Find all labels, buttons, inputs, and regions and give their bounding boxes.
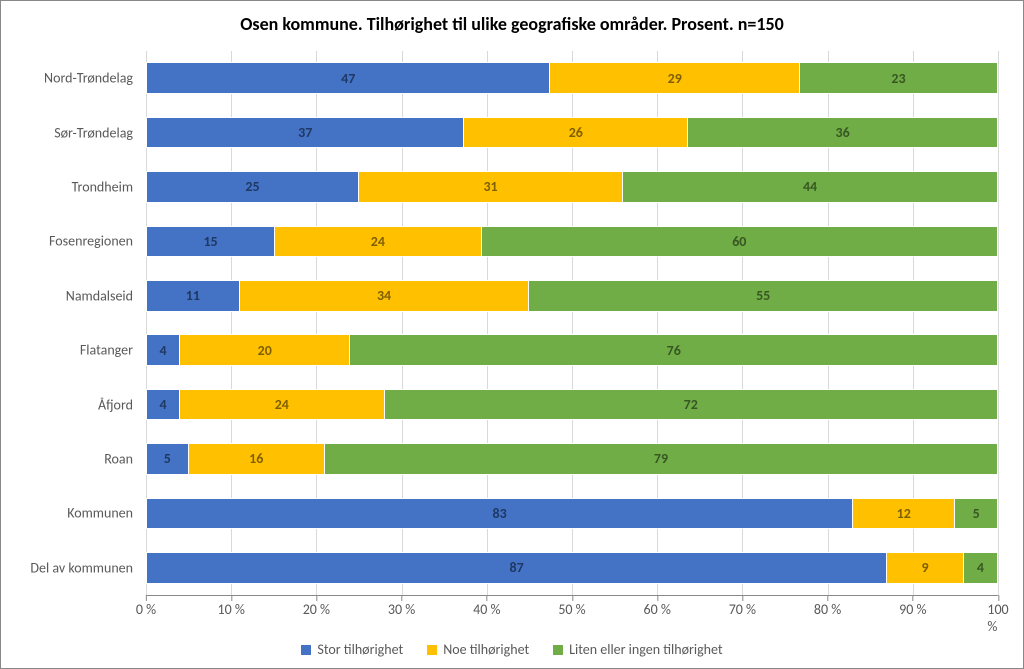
bar-segment: 4 (146, 389, 180, 421)
bar-segment: 15 (146, 226, 275, 258)
bar-segment: 4 (146, 334, 180, 366)
bar-segment: 36 (688, 117, 998, 149)
bar-row: 8794 (146, 552, 998, 584)
bar-segment: 47 (146, 62, 550, 94)
bar-segment: 76 (350, 334, 998, 366)
bar-segment: 12 (853, 498, 955, 530)
legend-swatch (427, 645, 437, 655)
category-label: Flatanger (80, 342, 133, 359)
category-label: Namdalseid (66, 287, 133, 304)
x-tick-label: 0 % (136, 601, 156, 618)
x-tick-label: 100 % (987, 601, 1008, 635)
bar-segment: 23 (800, 62, 998, 94)
x-tick-label: 90 % (899, 601, 926, 618)
bar-row: 472923 (146, 62, 998, 94)
bar-segment: 83 (146, 498, 853, 530)
x-tick-label: 70 % (729, 601, 756, 618)
category-label: Kommunen (67, 505, 133, 522)
bars-layer: 4729233726362531441524601134554207642472… (146, 51, 998, 595)
category-label: Fosenregionen (49, 233, 133, 250)
bar-segment: 72 (385, 389, 998, 421)
bar-segment: 60 (482, 226, 998, 258)
category-label: Del av kommunen (30, 559, 133, 576)
bar-row: 113455 (146, 280, 998, 312)
legend-swatch (553, 645, 563, 655)
legend-item: Stor tilhørighet (301, 641, 403, 658)
bar-row: 253144 (146, 171, 998, 203)
plot-area: 4729233726362531441524601134554207642472… (146, 51, 998, 595)
bar-row: 152460 (146, 226, 998, 258)
bar-segment: 5 (955, 498, 998, 530)
bar-segment: 20 (180, 334, 350, 366)
legend-item: Liten eller ingen tilhørighet (553, 641, 722, 658)
x-axis: 0 %10 %20 %30 %40 %50 %60 %70 %80 %90 %1… (146, 599, 998, 625)
x-tick-label: 80 % (814, 601, 841, 618)
bar-segment: 87 (146, 552, 887, 584)
bar-segment: 9 (887, 552, 964, 584)
category-label: Trondheim (72, 179, 133, 196)
bar-segment: 4 (964, 552, 998, 584)
legend-item: Noe tilhørighet (427, 641, 529, 658)
bar-segment: 37 (146, 117, 464, 149)
bar-segment: 24 (275, 226, 482, 258)
y-axis-labels: Nord-Trøndelag Sør-Trøndelag Trondheim Fose… (1, 51, 141, 595)
bar-segment: 26 (464, 117, 688, 149)
bar-segment: 16 (189, 443, 325, 475)
legend-swatch (301, 645, 311, 655)
x-tick-label: 30 % (388, 601, 415, 618)
bar-segment: 55 (529, 280, 998, 312)
category-label: Nord-Trøndelag (44, 70, 133, 87)
bar-segment: 11 (146, 280, 240, 312)
chart-container: Osen kommune. Tilhørighet til ulike geog… (0, 0, 1024, 669)
category-label: Roan (104, 451, 133, 468)
chart-title: Osen kommune. Tilhørighet til ulike geog… (1, 1, 1023, 43)
bar-segment: 79 (325, 443, 998, 475)
legend: Stor tilhørighet Noe tilhørighet Liten ell… (1, 641, 1023, 658)
bar-row: 372636 (146, 117, 998, 149)
bar-segment: 5 (146, 443, 189, 475)
legend-label: Stor tilhørighet (317, 641, 403, 658)
bar-segment: 44 (623, 171, 998, 203)
x-tick-label: 20 % (303, 601, 330, 618)
bar-segment: 24 (180, 389, 384, 421)
x-tick-label: 40 % (473, 601, 500, 618)
gridline (998, 51, 999, 595)
bar-segment: 29 (550, 62, 800, 94)
bar-segment: 25 (146, 171, 359, 203)
bar-row: 42076 (146, 334, 998, 366)
bar-segment: 31 (359, 171, 623, 203)
legend-label: Liten eller ingen tilhørighet (569, 641, 722, 658)
bar-row: 51679 (146, 443, 998, 475)
category-label: Åfjord (98, 396, 133, 413)
x-tick-label: 50 % (558, 601, 585, 618)
x-tick-label: 10 % (218, 601, 245, 618)
bar-row: 83125 (146, 498, 998, 530)
category-label: Sør-Trøndelag (54, 124, 133, 141)
legend-label: Noe tilhørighet (443, 641, 529, 658)
bar-segment: 34 (240, 280, 530, 312)
x-tick-label: 60 % (644, 601, 671, 618)
bar-row: 42472 (146, 389, 998, 421)
